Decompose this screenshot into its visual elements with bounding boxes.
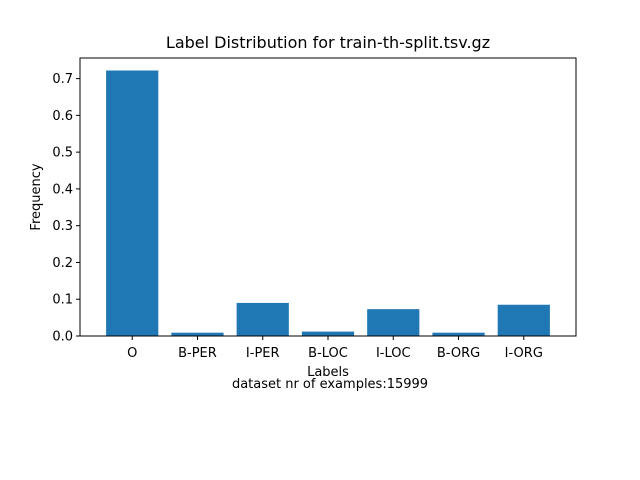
- y-tick-label: 0.0: [52, 330, 73, 345]
- x-tick-label: I-ORG: [505, 346, 543, 361]
- x-tick-label: I-PER: [246, 346, 280, 361]
- bar-b-per: [171, 332, 224, 336]
- y-tick-label: 0.3: [52, 219, 73, 234]
- x-tick-label: O: [127, 346, 137, 361]
- bar-b-loc: [301, 331, 355, 336]
- bar-i-loc: [367, 309, 420, 336]
- y-tick-label: 0.6: [52, 109, 73, 124]
- y-tick-label: 0.4: [52, 182, 73, 197]
- x-tick-label: B-ORG: [437, 346, 480, 361]
- x-tick-label: I-LOC: [376, 346, 411, 361]
- x-axis-label: Labels: [307, 365, 349, 380]
- bar-i-org: [497, 304, 550, 336]
- y-tick-label: 0.2: [52, 256, 73, 271]
- y-tick-label: 0.7: [52, 72, 73, 87]
- bar-b-org: [432, 332, 485, 336]
- y-tick-label: 0.5: [52, 146, 73, 161]
- plot-area: O B-PER I-PER B-LOC I-LOC B-ORG I-ORG 0.0 0.1 0.2…: [52, 57, 577, 361]
- y-tick-label: 0.1: [52, 293, 73, 308]
- dataset-caption: dataset nr of examples:15999: [232, 377, 428, 392]
- bar-o: [106, 70, 159, 336]
- chart-title: Label Distribution for train-th-split.ts…: [166, 33, 490, 52]
- y-axis-label: Frequency: [29, 163, 44, 230]
- x-tick-label: B-LOC: [308, 346, 348, 361]
- bar-i-per: [236, 302, 289, 336]
- x-tick-label: B-PER: [178, 346, 217, 361]
